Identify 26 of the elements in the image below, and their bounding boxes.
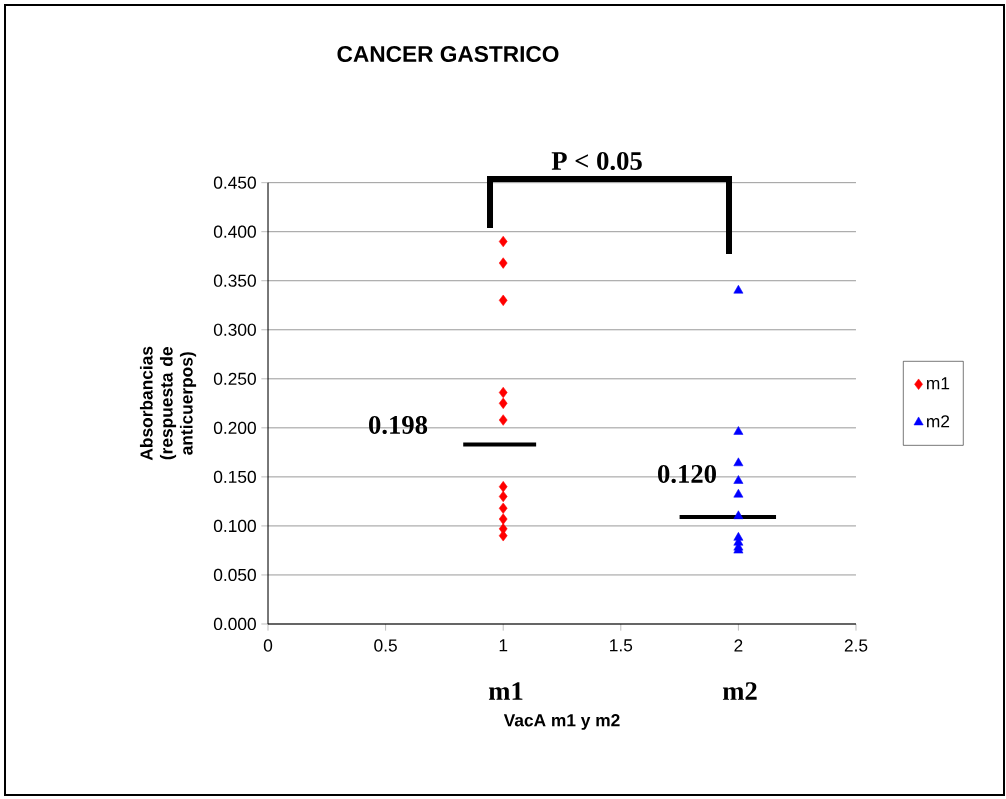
y-tick-label: 0.100: [213, 519, 256, 533]
x-tick-label: 2.5: [844, 639, 868, 652]
y-tick-label: 0.000: [213, 617, 256, 631]
x-tick-label: 1: [499, 639, 508, 652]
annotation: 0.198: [369, 415, 428, 435]
y-tick-label: 0.200: [213, 421, 256, 434]
y-tick-label: 0.400: [213, 225, 256, 238]
y-tick-label: 0.250: [213, 372, 256, 385]
legend-label: m2: [927, 415, 950, 428]
y-axis-title: Absorbancias (respuesta de anticuerpos): [139, 346, 197, 461]
x-tick-label: 0: [263, 639, 273, 652]
x-axis-title: VacA m1 y m2: [503, 714, 620, 730]
legend-label: m1: [927, 377, 950, 390]
y-tick-label: 0.050: [213, 568, 256, 582]
annotation: 0.120: [658, 464, 716, 484]
x-tick-label: 0.5: [374, 639, 397, 652]
y-tick-label: 0.350: [213, 274, 256, 287]
y-tick-label: 0.450: [213, 176, 256, 189]
y-tick-label: 0.300: [213, 323, 256, 336]
y-tick-label: 0.150: [213, 470, 256, 484]
text: P < 0.05: [551, 151, 642, 171]
x-tick-label: 1.5: [610, 639, 633, 652]
text: m1: [488, 682, 523, 700]
chart-title: CANCER GASTRICO: [337, 45, 559, 63]
text: m2: [722, 682, 757, 700]
x-tick-label: 2: [734, 639, 743, 652]
